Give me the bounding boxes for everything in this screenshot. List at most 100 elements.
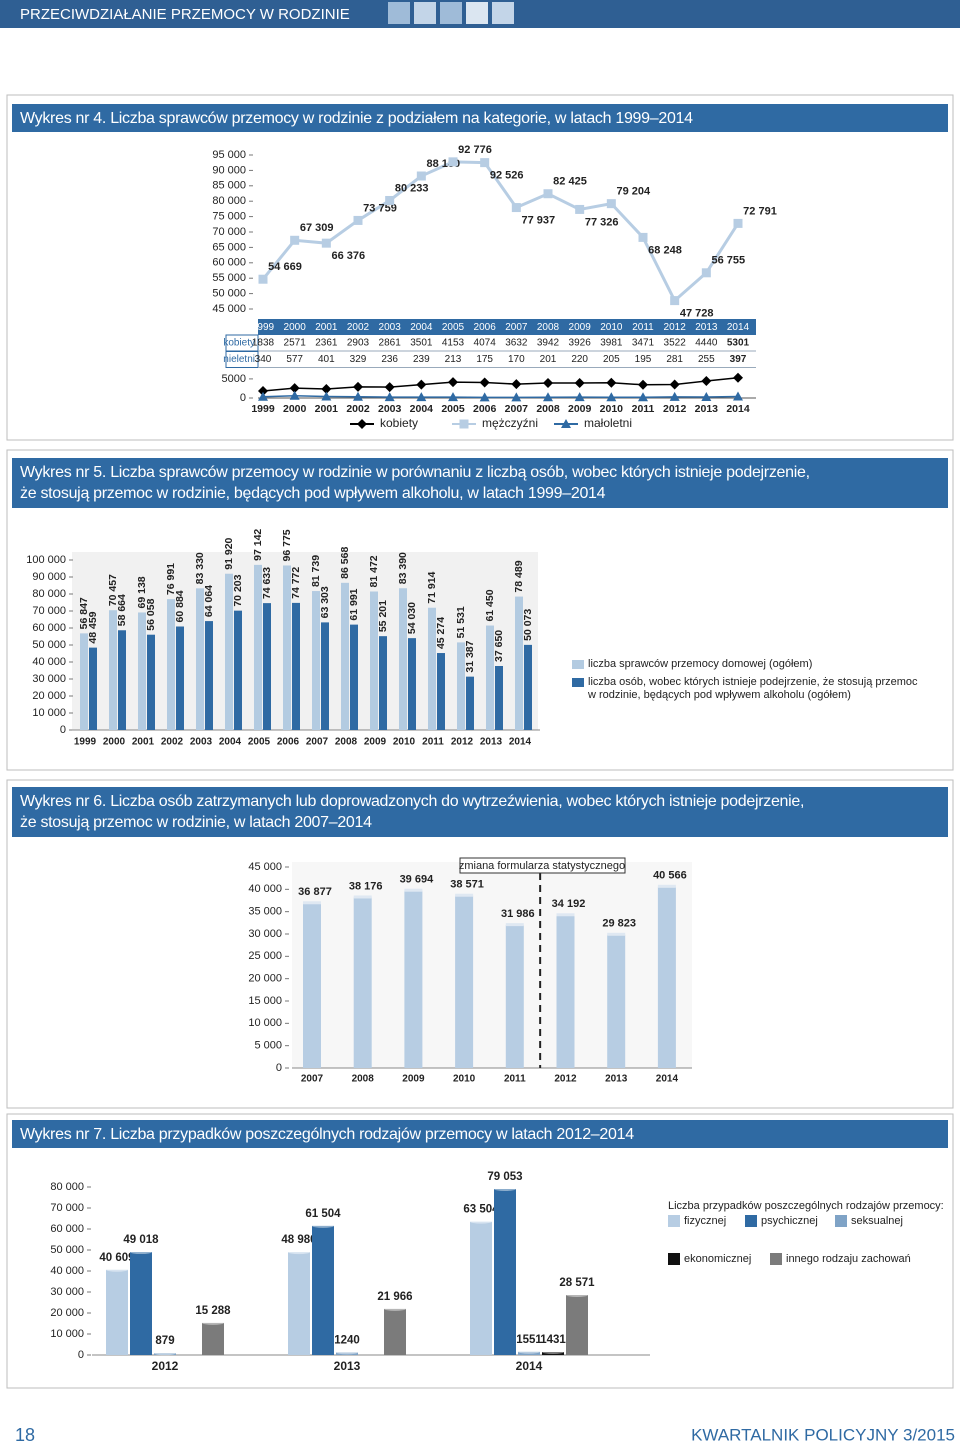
y-tick-label: 50 000	[32, 639, 66, 651]
data-point	[258, 391, 268, 401]
bar-cap	[518, 1349, 540, 1354]
x-tick-label: 2013	[334, 1359, 361, 1373]
bar	[542, 1351, 564, 1355]
bar	[234, 610, 242, 730]
y-tick-label: 70 000	[32, 605, 66, 617]
x-tick-label: 2009	[402, 1074, 425, 1085]
table-cell: 4153	[442, 338, 465, 349]
data-point	[321, 391, 332, 401]
y-tick-label: 15 000	[248, 995, 282, 1007]
table-cell: 201	[540, 354, 557, 365]
data-point	[353, 215, 363, 225]
bar	[495, 665, 503, 730]
x-tick-label: 2011	[504, 1074, 526, 1085]
x-tick-label: 2006	[277, 737, 300, 748]
y-tick-label: 85 000	[212, 180, 246, 192]
x-tick-label: 2007	[306, 737, 329, 748]
data-point	[289, 390, 300, 400]
legend-swatch	[745, 1215, 757, 1227]
bar	[341, 582, 349, 730]
data-label: 31 986	[501, 908, 535, 920]
data-point	[479, 392, 490, 402]
data-label: 879	[155, 1335, 174, 1347]
y-tick-label: 50 000	[50, 1244, 84, 1256]
data-point	[384, 392, 395, 402]
table-cell: 3501	[410, 338, 433, 349]
bar	[515, 596, 523, 730]
data-label: 49 018	[123, 1234, 159, 1246]
data-label: 55 201	[377, 600, 389, 632]
data-label: 61 504	[305, 1208, 341, 1220]
data-label: 37 650	[493, 630, 505, 662]
table-cell: 3632	[505, 338, 528, 349]
bar-cap	[556, 913, 575, 917]
data-point	[575, 204, 585, 214]
y-tick-label: 0	[60, 724, 66, 736]
data-point	[353, 381, 363, 392]
data-label: 45 274	[435, 617, 447, 649]
bar	[657, 886, 676, 1068]
y-tick-label: 5000	[222, 373, 246, 385]
data-label: 63 303	[319, 586, 331, 618]
bar	[518, 1351, 540, 1355]
data-label: 28 571	[559, 1277, 595, 1289]
bar	[196, 588, 204, 730]
bar	[154, 1353, 176, 1355]
x-tick-label: 2001	[132, 737, 155, 748]
y-tick-label: 10 000	[32, 707, 66, 719]
y-tick-label: 35 000	[248, 906, 282, 918]
table-cell: 236	[381, 354, 398, 365]
data-label: 1431	[540, 1334, 566, 1346]
x-tick-label: 2014	[726, 403, 750, 415]
bar-cap	[470, 1219, 492, 1224]
bar	[399, 588, 407, 730]
data-label: 71 914	[426, 571, 438, 603]
data-point	[638, 232, 648, 242]
series-line	[262, 395, 739, 399]
y-tick-label: 80 000	[50, 1181, 84, 1193]
data-label: 40 566	[653, 870, 687, 882]
data-label: 73 759	[363, 202, 397, 214]
data-label: 58 664	[116, 594, 128, 626]
data-point	[448, 392, 458, 402]
x-tick-label: 2005	[441, 403, 465, 415]
bar	[384, 1308, 406, 1355]
data-label: 67 309	[300, 222, 334, 234]
data-point	[733, 391, 743, 401]
data-point	[416, 392, 427, 402]
bar	[263, 603, 271, 730]
bar	[130, 1252, 152, 1355]
bar	[455, 895, 474, 1068]
x-tick-label: 2007	[301, 1074, 324, 1085]
table-cell: 195	[635, 354, 652, 365]
table-cell: 5301	[727, 338, 750, 349]
table-year: 2003	[379, 322, 402, 333]
data-point	[353, 391, 363, 401]
data-label: 83 390	[397, 552, 409, 584]
bar	[312, 1225, 334, 1355]
x-tick-label: 2009	[568, 403, 592, 415]
table-year: 2013	[695, 322, 718, 333]
y-tick-label: 95 000	[212, 149, 246, 161]
data-label: 86 568	[339, 547, 351, 579]
data-label: 63 504	[463, 1204, 499, 1216]
table-year: 2007	[505, 322, 528, 333]
table-cell: 340	[255, 354, 272, 365]
data-point	[733, 372, 743, 383]
data-point	[511, 379, 522, 390]
data-point	[511, 203, 521, 213]
data-label: 96 775	[281, 529, 293, 561]
x-tick-label: 2003	[378, 403, 402, 415]
bar	[106, 1269, 128, 1355]
table-year: 2010	[600, 322, 623, 333]
legend-marker	[561, 419, 571, 428]
bar-cap	[505, 923, 524, 927]
data-label: 92 776	[458, 144, 492, 156]
bar-cap	[657, 884, 676, 888]
data-point	[606, 199, 616, 209]
data-label: 70 457	[107, 574, 119, 606]
annotation: zmiana formularza statystycznego	[459, 860, 625, 872]
bar-cap	[154, 1351, 176, 1356]
chart-title: Wykres nr 5. Liczba sprawców przemocy w …	[20, 464, 810, 502]
bar-cap	[384, 1306, 406, 1311]
